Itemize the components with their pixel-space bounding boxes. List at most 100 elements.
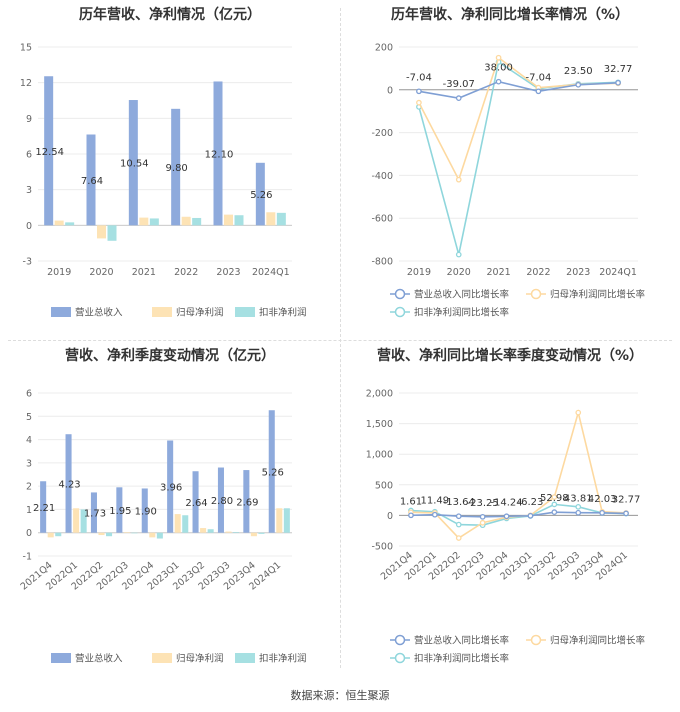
bar-net-profit [276,508,283,533]
y-tick-label: 0 [26,528,32,539]
chart-title: 营收、净利同比增长率季度变动情况（%） [377,347,643,364]
bar-net-profit [224,214,233,226]
bar-deducted-profit [106,532,113,537]
series-point [527,512,534,519]
y-tick-label: 3 [26,185,32,196]
bar-net-profit [181,216,191,226]
series-point [503,513,510,520]
bar-revenue [192,471,199,533]
data-label: -39.07 [443,79,475,90]
data-label: 1.95 [109,506,131,517]
data-label: -13.64 [443,497,475,508]
bar-revenue [44,76,54,226]
y-tick-label: 1,500 [366,419,393,430]
x-tick-label: 2020 [89,267,113,278]
series-point [599,509,605,516]
chart-title: 历年营收、净利情况（亿元） [79,6,261,23]
bar-net-profit [174,514,181,533]
vertical-divider [340,8,341,668]
bar-deducted-profit [131,532,138,534]
legend-swatch [152,307,172,317]
data-label: 2.64 [185,498,207,509]
data-label: 5.26 [262,467,284,478]
data-label: 23.50 [564,66,593,77]
y-tick-label: -200 [371,128,393,139]
legend-swatch [235,653,255,663]
bar-deducted-profit [65,222,75,226]
data-label: 12.54 [35,147,64,158]
bar-net-profit [73,508,80,533]
data-label: 42.03 [588,494,617,505]
legend-marker [530,288,542,300]
x-tick-label: 2021 [486,267,510,278]
data-label: 52.98 [540,493,569,504]
series-point [615,79,621,86]
bar-revenue [213,81,223,226]
series-point [551,509,558,516]
y-tick-label: -600 [371,214,393,225]
series-point [575,503,582,510]
y-tick-label: -400 [371,171,393,182]
data-label: 1.61 [400,496,422,507]
series-point [575,81,582,88]
series-point [416,88,422,95]
legend-label: 营业总收入同比增长率 [414,289,510,301]
x-tick-label: 2024Q1 [599,267,637,278]
bar-net-profit [98,532,105,536]
y-tick-label: -800 [371,257,393,268]
legend-label: 营业总收入 [75,653,123,665]
bar-net-profit [250,532,257,537]
bar-net-profit [266,212,276,226]
legend-label: 归母净利润 [176,653,224,665]
bar-deducted-profit [107,225,117,241]
legend-label: 归母净利润同比增长率 [550,635,646,647]
bar-deducted-profit [258,532,265,534]
bar-net-profit [139,217,149,226]
data-label: 38.00 [484,63,513,74]
y-tick-label: -1 [23,552,32,563]
annual-growth-rate-chart: 历年营收、净利同比增长率情况（%） -800 -600 -400 -200 0 200 201… [371,6,646,319]
y-tick-label: 0 [387,85,393,96]
data-label: 4.23 [58,479,80,490]
legend-marker [394,288,406,300]
legend-label: 归母净利润同比增长率 [550,289,646,301]
data-label: 2.21 [33,503,55,514]
y-tick-label: -500 [371,542,393,553]
data-label: 1.90 [135,507,157,518]
series-point [623,510,629,517]
bar-revenue [40,481,47,533]
legend-label: 扣非净利润同比增长率 [414,653,510,665]
y-tick-label: 4 [26,435,32,446]
data-label: 32.77 [604,64,633,75]
data-label: 43.81 [564,494,593,505]
legend-swatch [152,653,172,663]
x-tick-label: 2022 [174,267,198,278]
legend-marker [530,634,542,646]
data-label: 7.64 [81,176,103,187]
annual-revenue-profit-panel: 历年营收、净利情况（亿元） -3 0 3 6 9 12 15 2019 2020 2021 2022 2… [0,0,340,340]
bar-deducted-profit [207,529,214,533]
bar-net-profit [97,225,106,239]
x-tick-label: 2020 [447,267,471,278]
bar-net-profit [149,532,156,538]
chart-title: 营收、净利季度变动情况（亿元） [65,347,275,364]
y-tick-label: -3 [23,257,32,268]
series-point [455,95,462,102]
bar-deducted-profit [182,515,189,533]
series-line-deducted-profit [410,503,627,526]
x-tick-label: 2019 [407,267,431,278]
bar-deducted-profit [156,532,163,539]
series-line-revenue [418,80,619,99]
annual-revenue-profit-chart: 历年营收、净利情况（亿元） -3 0 3 6 9 12 15 2019 2020 2021 2022 2… [20,6,307,319]
y-tick-label: 9 [26,114,32,125]
y-tick-label: 0 [26,221,32,232]
legend-label: 扣非净利润 [259,653,307,665]
x-tick-label: 2024Q1 [252,267,290,278]
bar-revenue [268,410,275,533]
y-tick-label: 3 [26,458,32,469]
chart-title: 历年营收、净利同比增长率情况（%） [391,6,629,23]
series-point [432,511,438,518]
series-point [455,521,462,528]
y-tick-label: 2 [26,482,32,493]
series-point [455,176,462,183]
